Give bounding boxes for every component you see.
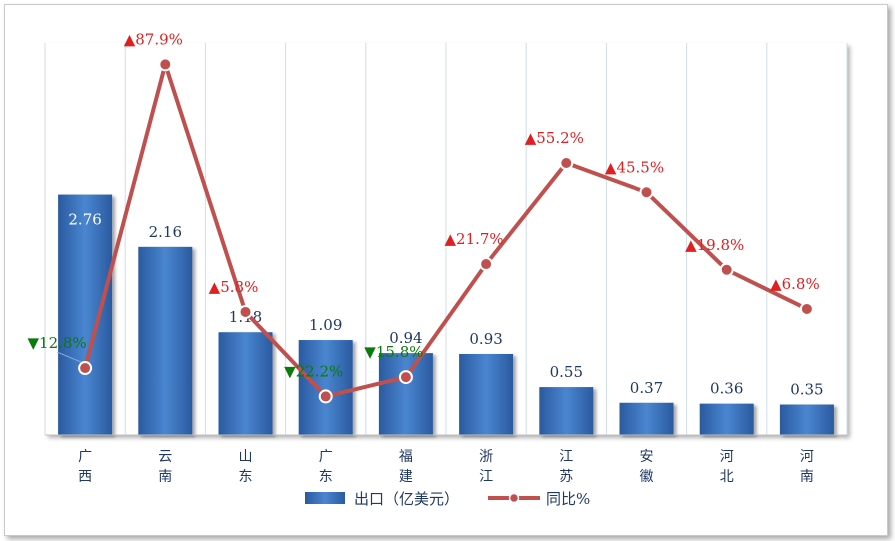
- x-tick-label: 广: [319, 449, 333, 465]
- bar-value-label: 0.36: [710, 380, 743, 398]
- x-tick-label: 东: [319, 469, 333, 485]
- x-tick-label: 福: [399, 449, 413, 465]
- bar-value-label: 0.37: [630, 379, 663, 397]
- bar-value-label: 0.94: [389, 329, 422, 347]
- bar-河南: [779, 404, 834, 435]
- legend-label-line: 同比%: [546, 490, 590, 508]
- x-tick-label: 广: [78, 449, 92, 465]
- x-tick-label: 东: [239, 469, 253, 485]
- bar-value-label: 1.09: [309, 316, 342, 334]
- bar-浙江: [459, 353, 514, 435]
- percent-label: ▲21.7%: [445, 230, 504, 248]
- percent-label: ▲5.8%: [209, 278, 259, 296]
- line-marker: [559, 156, 574, 171]
- percent-label: ▼12.8%: [28, 334, 87, 352]
- x-tick-label: 徽: [640, 469, 654, 485]
- x-tick-label: 河: [720, 449, 734, 465]
- bar-安徽: [619, 402, 674, 435]
- bar-value-label: 2.76: [68, 211, 101, 229]
- percent-label: ▼15.8%: [364, 343, 423, 361]
- line-marker: [639, 185, 654, 200]
- bar-labels: 2.762.161.181.090.940.930.550.370.360.35: [68, 211, 823, 399]
- bar-value-label: 2.16: [149, 223, 182, 241]
- x-tick-label: 安: [640, 449, 654, 465]
- legend: 出口（亿美元） 同比%: [305, 490, 590, 508]
- bar-云南: [138, 246, 193, 435]
- x-tick-label: 江: [559, 449, 573, 465]
- x-tick-label: 建: [399, 469, 413, 485]
- bar-series: [58, 194, 834, 435]
- line-marker: [799, 301, 814, 316]
- line-series-path: [83, 62, 808, 399]
- bar-河北: [699, 403, 754, 435]
- bar-value-label: 0.93: [469, 330, 502, 348]
- bar-value-label: 0.55: [550, 363, 583, 381]
- x-tick-label: 南: [158, 469, 172, 485]
- line-series: [78, 57, 814, 404]
- line-marker: [479, 257, 494, 272]
- line-marker: [318, 389, 333, 404]
- label-leader-line: [56, 351, 82, 363]
- x-tick-label: 河: [800, 449, 814, 465]
- x-tick-label: 江: [479, 469, 493, 485]
- x-tick-label: 北: [720, 469, 734, 485]
- bar-广东: [298, 340, 353, 435]
- percent-label: ▲87.9%: [124, 30, 183, 48]
- bar-value-label: 0.35: [790, 381, 823, 399]
- legend-label-bar: 出口（亿美元）: [354, 490, 459, 508]
- legend-swatch-bar: [305, 492, 345, 504]
- line-marker: [78, 361, 93, 376]
- percent-label: ▲45.5%: [605, 158, 664, 176]
- grid-lines: [44, 43, 848, 435]
- line-marker: [719, 262, 734, 277]
- line-marker: [398, 370, 413, 385]
- percent-label: ▲55.2%: [525, 129, 584, 147]
- bar-广西: [58, 194, 113, 435]
- line-marker: [238, 304, 253, 319]
- bar-江苏: [539, 387, 594, 435]
- percent-label: ▲6.8%: [770, 275, 820, 293]
- bar-福建: [378, 353, 433, 435]
- x-tick-label: 山: [239, 449, 253, 465]
- x-tick-label: 南: [800, 469, 814, 485]
- x-tick-label: 浙: [479, 449, 493, 465]
- legend-swatch-marker: [508, 492, 520, 504]
- percent-label: ▼22.2%: [284, 362, 343, 380]
- bar-山东: [218, 332, 273, 435]
- line-marker: [158, 57, 173, 72]
- x-tick-label: 云: [158, 449, 172, 465]
- x-tick-label: 苏: [559, 469, 573, 485]
- percent-label: ▲19.8%: [685, 236, 744, 254]
- x-tick-label: 西: [78, 469, 92, 485]
- percent-labels: ▼12.8% ▲87.9% ▲5.8% ▼22.2% ▼15.8% ▲21.7% ▲55.2…: [28, 30, 820, 380]
